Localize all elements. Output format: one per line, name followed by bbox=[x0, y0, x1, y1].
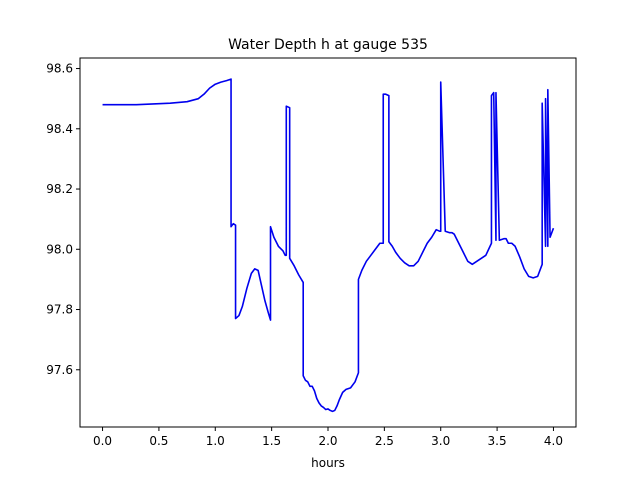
x-tick-label: 2.0 bbox=[318, 434, 337, 448]
y-axis: 97.6 97.8 98.0 98.2 98.4 98.6 bbox=[46, 62, 80, 377]
x-axis: 0.0 0.5 1.0 1.5 2.0 2.5 3.0 3.5 4.0 bbox=[93, 427, 563, 448]
x-tick-label: 1.5 bbox=[262, 434, 281, 448]
x-tick-label: 0.5 bbox=[149, 434, 168, 448]
x-tick-label: 2.5 bbox=[375, 434, 394, 448]
y-tick-label: 97.6 bbox=[46, 363, 73, 377]
x-tick-label: 3.5 bbox=[488, 434, 507, 448]
x-tick-label: 0.0 bbox=[93, 434, 112, 448]
chart-title: Water Depth h at gauge 535 bbox=[228, 37, 428, 53]
x-tick-label: 3.0 bbox=[431, 434, 450, 448]
y-tick-label: 98.2 bbox=[46, 182, 73, 196]
x-axis-label: hours bbox=[311, 456, 345, 470]
x-tick-label: 1.0 bbox=[206, 434, 225, 448]
y-tick-label: 98.4 bbox=[46, 122, 73, 136]
series-line bbox=[102, 78, 555, 413]
plot-background bbox=[80, 58, 576, 427]
y-tick-label: 97.8 bbox=[46, 303, 73, 317]
y-tick-label: 98.6 bbox=[46, 62, 73, 76]
x-tick-label: 4.0 bbox=[544, 434, 563, 448]
y-tick-label: 98.0 bbox=[46, 242, 73, 256]
plot-area bbox=[79, 57, 577, 428]
